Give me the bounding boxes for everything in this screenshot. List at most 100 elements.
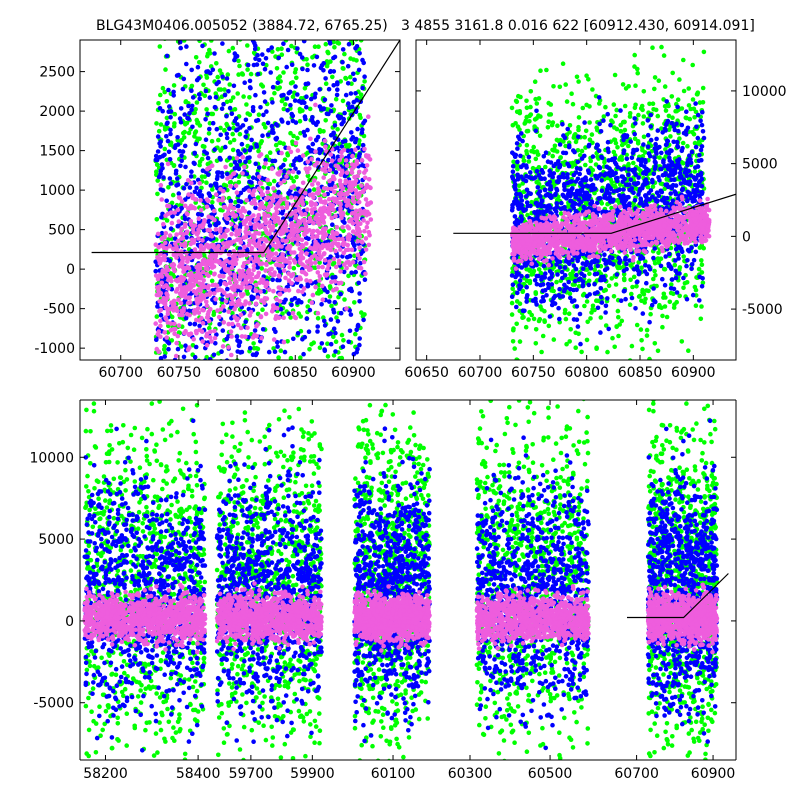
data-point xyxy=(266,204,272,210)
data-point xyxy=(337,178,343,184)
data-point xyxy=(350,229,356,234)
data-point xyxy=(313,260,318,266)
data-point xyxy=(335,127,340,132)
data-point xyxy=(153,321,158,326)
data-point xyxy=(353,46,358,51)
data-point xyxy=(181,354,187,360)
data-point xyxy=(200,307,205,313)
data-point xyxy=(354,327,360,333)
data-point xyxy=(214,176,220,182)
data-point xyxy=(281,438,286,443)
data-point xyxy=(229,334,234,339)
data-point xyxy=(252,328,258,333)
data-point xyxy=(178,106,184,111)
data-point xyxy=(166,277,171,283)
data-point xyxy=(156,329,161,334)
data-point xyxy=(204,72,209,78)
data-point xyxy=(190,391,195,396)
data-point xyxy=(367,157,373,162)
data-point xyxy=(237,275,243,280)
data-point xyxy=(306,402,311,407)
data-point xyxy=(175,135,180,140)
data-point xyxy=(171,83,177,88)
data-point xyxy=(222,87,227,92)
data-point xyxy=(260,52,265,57)
data-point xyxy=(346,259,351,265)
data-point xyxy=(166,87,171,93)
data-point xyxy=(261,242,266,248)
data-point xyxy=(329,444,334,449)
data-point xyxy=(325,266,330,272)
data-point xyxy=(543,164,548,170)
data-point xyxy=(247,179,252,185)
data-point xyxy=(271,337,277,342)
x-tick-label: 60850 xyxy=(273,365,318,381)
data-point xyxy=(252,197,257,203)
data-point xyxy=(167,243,173,249)
data-point xyxy=(353,91,358,96)
data-point xyxy=(264,406,269,411)
data-point xyxy=(155,134,161,139)
data-point xyxy=(349,162,355,167)
data-point xyxy=(288,355,294,360)
data-point xyxy=(358,260,363,266)
data-point xyxy=(217,474,222,479)
data-point xyxy=(192,189,198,195)
data-point xyxy=(181,130,186,136)
data-point xyxy=(295,46,300,51)
data-point xyxy=(310,115,315,120)
data-point xyxy=(358,40,364,43)
data-point xyxy=(156,128,162,134)
data-point xyxy=(170,261,176,267)
data-point xyxy=(181,186,187,191)
data-point xyxy=(247,301,252,306)
data-point xyxy=(218,148,223,153)
data-point xyxy=(215,308,220,313)
data-point xyxy=(231,386,236,391)
data-point xyxy=(181,76,187,82)
data-point xyxy=(224,220,230,226)
data-point xyxy=(228,329,234,335)
data-point xyxy=(206,318,212,324)
data-point xyxy=(244,129,249,134)
data-point xyxy=(266,349,272,355)
data-point xyxy=(656,250,661,256)
data-point xyxy=(546,119,551,124)
data-point xyxy=(265,249,271,255)
data-point xyxy=(550,153,555,159)
data-point xyxy=(201,295,206,301)
data-point xyxy=(328,254,333,259)
data-point xyxy=(278,306,284,312)
data-point xyxy=(344,163,350,168)
data-point xyxy=(259,335,264,341)
data-point xyxy=(322,272,328,277)
data-point xyxy=(297,253,303,258)
data-point xyxy=(237,236,243,242)
data-point xyxy=(196,216,202,221)
data-point xyxy=(244,102,249,107)
data-point xyxy=(274,305,280,311)
data-point xyxy=(275,277,280,283)
data-point xyxy=(308,261,313,267)
y-tick-label: -1000 xyxy=(34,341,75,357)
data-point xyxy=(242,261,247,266)
data-point xyxy=(220,41,225,46)
data-point xyxy=(533,341,539,346)
data-point xyxy=(187,332,192,338)
data-point xyxy=(209,40,214,43)
data-point xyxy=(256,57,262,63)
data-point xyxy=(350,221,356,226)
data-point xyxy=(340,225,345,230)
data-point xyxy=(210,120,216,126)
data-point xyxy=(223,299,229,304)
data-point xyxy=(260,277,266,283)
data-point xyxy=(621,276,627,281)
data-point xyxy=(275,123,280,128)
data-point xyxy=(627,111,633,116)
data-point xyxy=(335,253,340,259)
data-point xyxy=(262,371,267,376)
data-point xyxy=(313,102,318,108)
data-point xyxy=(301,351,306,357)
data-point xyxy=(227,271,233,276)
data-point xyxy=(276,434,281,439)
